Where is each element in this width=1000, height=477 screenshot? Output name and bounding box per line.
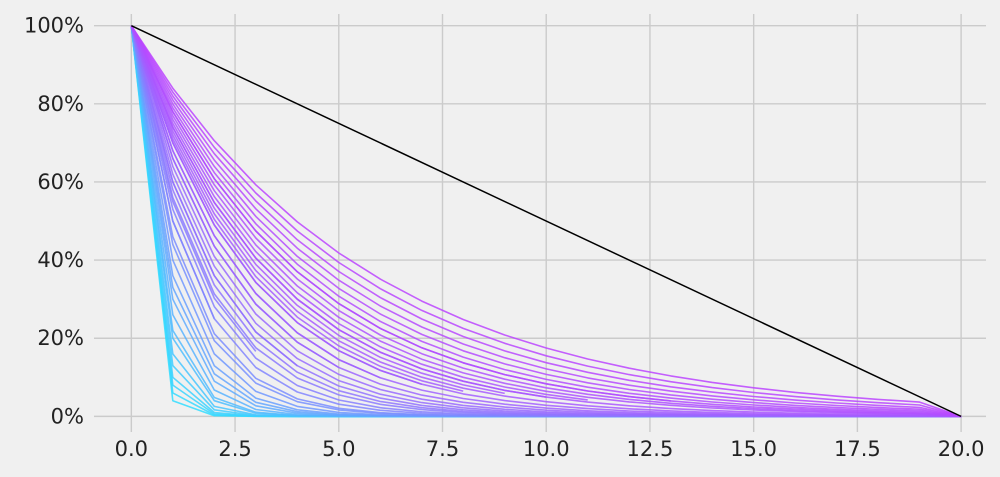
y-tick-label: 80% [37, 92, 84, 116]
x-tick-label: 17.5 [834, 437, 881, 461]
decay-curve [130, 25, 962, 418]
x-tick-label: 5.0 [322, 437, 355, 461]
decay-curve [130, 25, 962, 418]
x-tick-label: 0.0 [115, 437, 148, 461]
x-tick-label: 7.5 [426, 437, 459, 461]
decay-curve [130, 25, 257, 352]
decay-curve [130, 25, 962, 418]
x-tick-label: 12.5 [627, 437, 674, 461]
decay-curve [130, 25, 547, 398]
y-tick-label: 0% [51, 404, 84, 428]
decay-curve [130, 25, 671, 402]
x-tick-label: 15.0 [730, 437, 777, 461]
decay-curve [130, 25, 962, 418]
decay-curve [130, 25, 423, 385]
decay-curve [130, 25, 381, 379]
decay-curve [130, 25, 962, 418]
x-tick-label: 10.0 [523, 437, 570, 461]
decay-curve [130, 25, 464, 392]
decay-curves [130, 25, 962, 418]
reference-line [131, 25, 962, 418]
y-tick-label: 100% [24, 14, 84, 38]
decay-curve [130, 25, 962, 418]
decay-curve [130, 25, 340, 369]
decay-curve [130, 25, 962, 418]
y-tick-label: 60% [37, 170, 84, 194]
decay-curve [130, 25, 505, 395]
decay-curve [130, 25, 216, 320]
x-tick-label: 20.0 [938, 437, 985, 461]
decay-curve [130, 25, 962, 418]
y-tick-label: 20% [37, 326, 84, 350]
x-axis-ticks: 0.0 2.5 5.0 7.5 10.0 12.5 15.0 17.5 20.0 [115, 437, 985, 461]
y-tick-label: 40% [37, 248, 84, 272]
x-tick-label: 2.5 [218, 437, 251, 461]
decay-curve [130, 25, 588, 401]
y-axis-ticks: 0% 20% 40% 60% 80% 100% [24, 14, 84, 429]
decay-curve [130, 25, 962, 418]
decay-curve [130, 25, 298, 367]
